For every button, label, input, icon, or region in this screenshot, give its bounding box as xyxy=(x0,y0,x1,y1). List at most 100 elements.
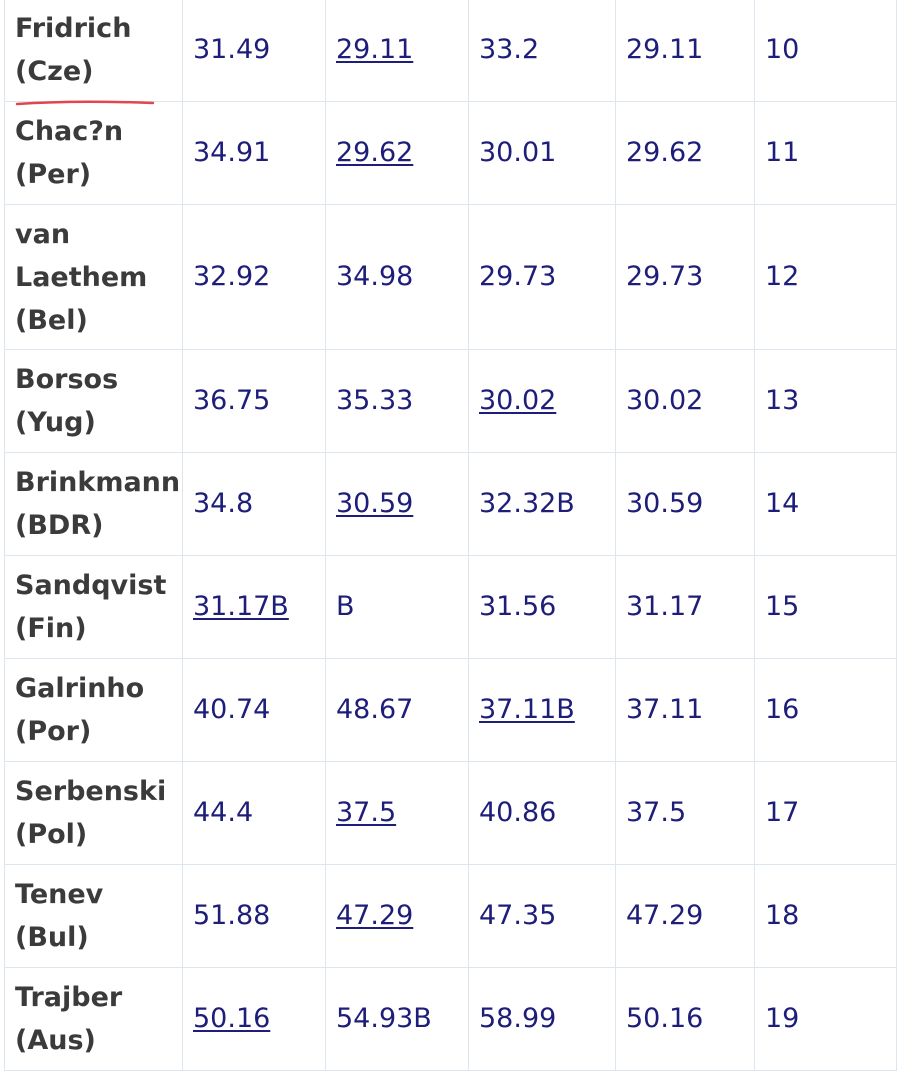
table-row: Chac?n (Per) 34.91 29.62 30.01 29.62 11 xyxy=(4,101,897,205)
competitor-name-cell: Brinkmann (BDR) xyxy=(4,452,183,556)
time-value: 37.11 xyxy=(626,694,704,725)
competitor-name: Serbenski (Pol) xyxy=(15,770,166,856)
best-time-cell: 37.5 xyxy=(615,761,755,865)
time-value: 30.59 xyxy=(626,488,704,519)
time-value: B xyxy=(336,591,355,622)
time-link[interactable]: 30.02 xyxy=(479,385,557,416)
attempt-3-cell: 58.99 xyxy=(468,967,616,1071)
attempt-2-cell: B xyxy=(325,555,469,659)
competitor-name: Sandqvist (Fin) xyxy=(15,564,166,650)
best-time-cell: 30.02 xyxy=(615,349,755,453)
competitor-name: van Laethem (Bel) xyxy=(15,213,147,342)
competitor-name-line: Chac?n xyxy=(15,116,124,147)
attempt-2-cell: 37.5 xyxy=(325,761,469,865)
competitor-country-line: (Fin) xyxy=(15,613,87,644)
competitor-name: Trajber (Aus) xyxy=(15,976,122,1062)
competitor-name: Borsos (Yug) xyxy=(15,358,118,444)
rank-cell: 16 xyxy=(754,658,897,762)
time-value: 40.74 xyxy=(193,694,271,725)
best-time-cell: 31.17 xyxy=(615,555,755,659)
attempt-2-cell: 35.33 xyxy=(325,349,469,453)
time-link[interactable]: 37.5 xyxy=(336,797,397,828)
time-link[interactable]: 31.17B xyxy=(193,591,289,622)
time-value: 31.17 xyxy=(626,591,704,622)
rank-cell: 11 xyxy=(754,101,897,205)
rank-value: 16 xyxy=(765,694,800,725)
competitor-name-cell: van Laethem (Bel) xyxy=(4,204,183,350)
rank-value: 17 xyxy=(765,797,800,828)
time-value: 50.16 xyxy=(626,1003,704,1034)
attempt-3-cell: 37.11B xyxy=(468,658,616,762)
time-value: 30.02 xyxy=(626,385,704,416)
time-value: 51.88 xyxy=(193,900,271,931)
competitor-name-line: Tenev xyxy=(15,879,104,910)
rank-cell: 13 xyxy=(754,349,897,453)
table-row: Fridrich (Cze) 31.49 29.11 33.2 29.11 10 xyxy=(4,0,897,106)
best-time-cell: 30.59 xyxy=(615,452,755,556)
attempt-1-cell: 36.75 xyxy=(182,349,326,453)
attempt-2-cell: 47.29 xyxy=(325,864,469,968)
attempt-2-cell: 29.11 xyxy=(325,0,469,102)
time-link[interactable]: 29.11 xyxy=(336,34,414,65)
attempt-1-cell: 34.91 xyxy=(182,101,326,205)
rank-value: 11 xyxy=(765,137,800,168)
competitor-country-line: (Per) xyxy=(15,159,92,190)
results-table-body: Fridrich (Cze) 31.49 29.11 33.2 29.11 10 Chac?n… xyxy=(4,0,897,1071)
time-value: 32.32B xyxy=(479,488,575,519)
attempt-3-cell: 29.73 xyxy=(468,204,616,350)
attempt-1-cell: 34.8 xyxy=(182,452,326,556)
time-value: 29.73 xyxy=(626,261,704,292)
competitor-name: Galrinho (Por) xyxy=(15,667,144,753)
rank-cell: 19 xyxy=(754,967,897,1071)
competitor-name-cell: Galrinho (Por) xyxy=(4,658,183,762)
competitor-country-line: Laethem xyxy=(15,261,148,293)
time-link[interactable]: 50.16 xyxy=(193,1003,271,1034)
attempt-3-cell: 32.32B xyxy=(468,452,616,556)
rank-cell: 18 xyxy=(754,864,897,968)
table-row: Sandqvist (Fin) 31.17B B 31.56 31.17 15 xyxy=(4,555,897,659)
attempt-2-cell: 30.59 xyxy=(325,452,469,556)
competitor-name-cell: Chac?n (Per) xyxy=(4,101,183,205)
competitor-country-line: (BDR) xyxy=(15,510,104,541)
time-link[interactable]: 37.11B xyxy=(479,694,575,725)
attempt-2-cell: 54.93B xyxy=(325,967,469,1071)
rank-value: 13 xyxy=(765,385,800,416)
time-value: 35.33 xyxy=(336,385,414,416)
table-row: Galrinho (Por) 40.74 48.67 37.11B 37.11 16 xyxy=(4,658,897,762)
competitor-name-cell: Trajber (Aus) xyxy=(4,967,183,1071)
time-value: 34.91 xyxy=(193,137,271,168)
competitor-name-cell: Borsos (Yug) xyxy=(4,349,183,453)
competitor-country-line: (Por) xyxy=(15,716,92,747)
competitor-country-line: (Bel) xyxy=(15,304,88,336)
attempt-1-cell: 32.92 xyxy=(182,204,326,350)
results-table: Fridrich (Cze) 31.49 29.11 33.2 29.11 10 Chac?n… xyxy=(4,0,897,1071)
competitor-name: Fridrich (Cze) xyxy=(15,7,155,106)
time-value: 47.29 xyxy=(626,900,704,931)
attempt-1-cell: 50.16 xyxy=(182,967,326,1071)
table-row: Tenev (Bul) 51.88 47.29 47.35 47.29 18 xyxy=(4,864,897,968)
competitor-name-line: Trajber xyxy=(15,982,123,1013)
rank-cell: 10 xyxy=(754,0,897,102)
time-link[interactable]: 47.29 xyxy=(336,900,414,931)
table-row: Brinkmann (BDR) 34.8 30.59 32.32B 30.59 14 xyxy=(4,452,897,556)
competitor-name-line: Galrinho xyxy=(15,673,145,704)
time-value: 37.5 xyxy=(626,797,687,828)
attempt-3-cell: 31.56 xyxy=(468,555,616,659)
competitor-name: Chac?n (Per) xyxy=(15,110,123,196)
time-value: 31.49 xyxy=(193,34,271,65)
time-link[interactable]: 30.59 xyxy=(336,488,414,519)
best-time-cell: 29.62 xyxy=(615,101,755,205)
competitor-name-line: van xyxy=(15,218,71,250)
competitor-country-line: (Cze) xyxy=(15,56,94,87)
rank-cell: 15 xyxy=(754,555,897,659)
attempt-2-cell: 34.98 xyxy=(325,204,469,350)
best-time-cell: 29.11 xyxy=(615,0,755,102)
rank-value: 10 xyxy=(765,34,800,65)
rank-value: 18 xyxy=(765,900,800,931)
rank-value: 14 xyxy=(765,488,800,519)
time-value: 44.4 xyxy=(193,797,254,828)
competitor-name-line: Fridrich xyxy=(15,13,132,44)
competitor-name-line: Sandqvist xyxy=(15,570,167,601)
attempt-1-cell: 51.88 xyxy=(182,864,326,968)
time-link[interactable]: 29.62 xyxy=(336,137,414,168)
